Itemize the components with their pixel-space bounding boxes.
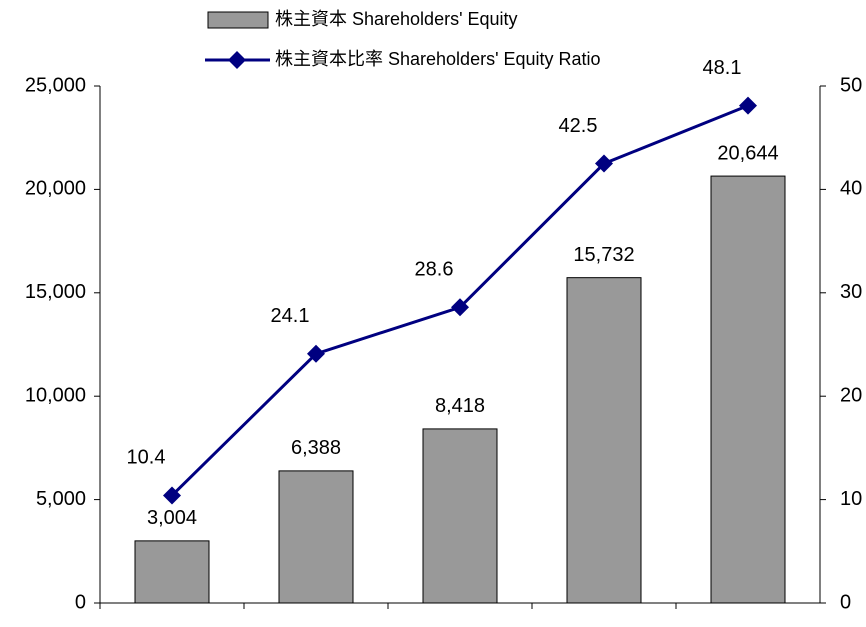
bar-value-label: 6,388: [291, 437, 341, 459]
line-marker: [451, 298, 469, 317]
y-tick-label: 5,000: [36, 488, 86, 510]
line-value-label: 48.1: [703, 57, 742, 79]
bar-value-label: 20,644: [717, 142, 778, 164]
bar: [134, 540, 210, 604]
line-marker: [307, 344, 325, 363]
legend-label: 株主資本 Shareholders' Equity: [275, 9, 518, 29]
y2-tick-label: 10: [840, 488, 862, 510]
line-marker: [595, 154, 613, 173]
y-tick-label: 15,000: [25, 281, 86, 303]
line-value-label: 10.4: [127, 447, 166, 469]
legend-label: 株主資本比率 Shareholders' Equity Ratio: [275, 49, 601, 69]
y2-tick-label: 20: [840, 384, 862, 406]
bar: [278, 470, 354, 604]
bar-value-label: 3,004: [147, 507, 197, 529]
line-value-label: 28.6: [415, 259, 454, 281]
line-value-label: 42.5: [559, 115, 598, 137]
y2-tick-label: 30: [840, 281, 862, 303]
line-marker: [739, 96, 757, 115]
bar: [710, 175, 786, 604]
line-marker: [163, 486, 181, 505]
y-tick-label: 10,000: [25, 384, 86, 406]
bar: [422, 428, 498, 604]
bar: [566, 277, 642, 604]
bar-value-label: 15,732: [573, 244, 634, 266]
y-tick-label: 0: [75, 591, 86, 613]
bar-value-label: 8,418: [435, 395, 485, 417]
y2-tick-label: 0: [840, 591, 851, 613]
y-tick-label: 25,000: [25, 74, 86, 96]
legend-marker: [228, 51, 246, 69]
line-value-label: 24.1: [271, 305, 310, 327]
legend-swatch: [207, 11, 269, 29]
y-tick-label: 20,000: [25, 178, 86, 200]
y2-tick-label: 40: [840, 178, 862, 200]
y2-tick-label: 50: [840, 74, 862, 96]
